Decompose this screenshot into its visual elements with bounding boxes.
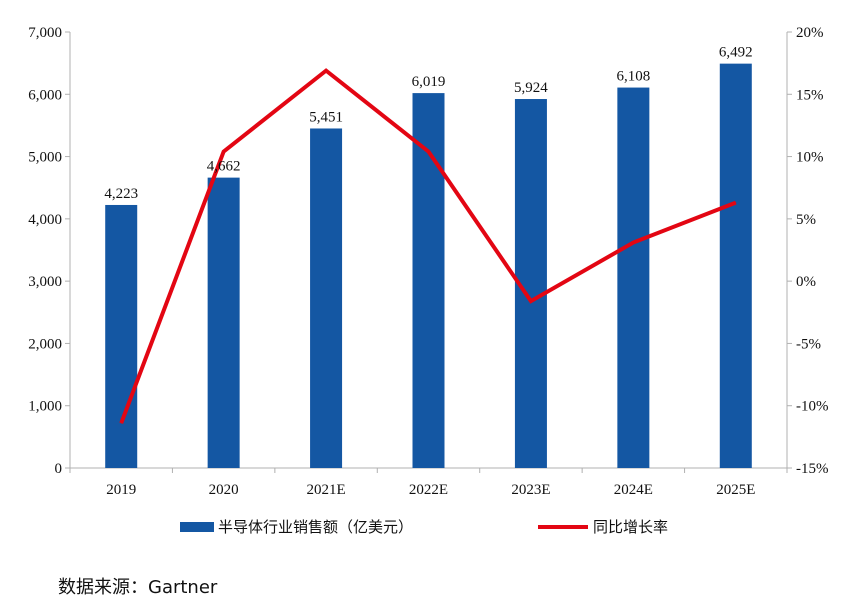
legend-bar-label: 半导体行业销售额（亿美元） (218, 518, 413, 536)
bar (105, 204, 138, 469)
legend-bar-swatch (180, 522, 214, 532)
bar (310, 128, 343, 468)
x-tick-label: 2019 (106, 482, 136, 498)
bar (412, 93, 445, 468)
bar-value-label: 4,662 (207, 159, 241, 175)
y-right-tick-label: 5% (796, 212, 816, 228)
y-right-tick-label: 15% (796, 87, 824, 103)
y-left-tick-label: 0 (55, 461, 63, 477)
x-tick-label: 2022E (409, 482, 448, 498)
legend-line-label: 同比增长率 (593, 518, 668, 536)
growth-point (325, 70, 327, 72)
y-left-tick-label: 7,000 (28, 25, 62, 41)
x-tick-label: 2021E (306, 482, 345, 498)
bar (617, 87, 650, 468)
legend: 半导体行业销售额（亿美元） 同比增长率 (180, 518, 668, 536)
y-right-tick-label: 0% (796, 274, 816, 290)
y-right-tick-label: -15% (796, 461, 829, 477)
x-tick-label: 2024E (614, 482, 653, 498)
y-right-tick-label: 20% (796, 25, 824, 41)
bar-value-label: 6,108 (616, 69, 650, 85)
line-series (119, 68, 737, 424)
bar-value-label: 5,451 (309, 109, 343, 125)
y-left-tick-label: 1,000 (28, 399, 62, 415)
bar-value-label: 6,019 (412, 74, 446, 90)
growth-point (223, 151, 225, 153)
growth-point (530, 300, 532, 302)
chart: 0 1,000 2,000 3,000 4,000 5,000 6,000 7,000 -15%… (28, 25, 828, 536)
y-left-tick-label: 6,000 (28, 87, 62, 103)
y-left-tick-label: 5,000 (28, 150, 62, 166)
y-left-tick-label: 4,000 (28, 212, 62, 228)
growth-point (735, 202, 737, 204)
axes: 0 1,000 2,000 3,000 4,000 5,000 6,000 7,000 -15%… (28, 25, 828, 498)
data-labels: 4,223 4,662 5,451 6,019 5,924 6,108 6,492 (104, 45, 752, 202)
x-tick-label: 2023E (511, 482, 550, 498)
y-right-tick-label: 10% (796, 150, 824, 166)
bar (207, 177, 240, 468)
bar-value-label: 4,223 (104, 186, 138, 202)
y-left-tick-label: 3,000 (28, 274, 62, 290)
bar-series (105, 63, 752, 469)
growth-point (428, 151, 429, 153)
y-right-tick-label: -10% (796, 399, 829, 415)
y-left-tick-label: 2,000 (28, 336, 62, 352)
source-note: 数据来源：Gartner (58, 577, 218, 598)
y-right-tick-label: -5% (796, 336, 821, 352)
bar (719, 63, 752, 468)
x-tick-label: 2020 (209, 482, 239, 498)
x-tick-label: 2025E (716, 482, 755, 498)
bar-value-label: 6,492 (719, 45, 753, 61)
bar-value-label: 5,924 (514, 80, 548, 96)
growth-point (120, 422, 122, 424)
growth-point (632, 242, 634, 244)
